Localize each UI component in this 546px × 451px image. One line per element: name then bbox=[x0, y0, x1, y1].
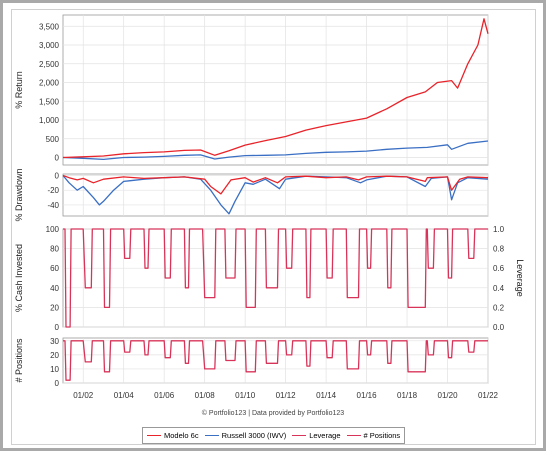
y2-tick-label: 0.0 bbox=[493, 323, 505, 332]
y-tick-label: 1,000 bbox=[39, 116, 60, 125]
y-axis-label: % Cash Invested bbox=[14, 244, 24, 312]
legend-label: Leverage bbox=[309, 431, 341, 440]
y2-axis-label: Leverage bbox=[515, 259, 525, 297]
y-tick-label: 3,000 bbox=[39, 41, 60, 50]
x-tick-label: 01/02 bbox=[73, 391, 94, 400]
series-line-modelo-6c bbox=[62, 174, 489, 195]
plot-area bbox=[62, 14, 489, 166]
x-tick-label: 01/16 bbox=[357, 391, 378, 400]
y-tick-label: 0 bbox=[55, 323, 60, 332]
legend-item: Modelo 6c bbox=[147, 431, 199, 440]
y-tick-label: 2,500 bbox=[39, 60, 60, 69]
y-tick-label: 0 bbox=[55, 154, 60, 163]
y-axis-label: # Positions bbox=[14, 338, 24, 383]
y2-tick-label: 1.0 bbox=[493, 225, 505, 234]
plot-area bbox=[62, 173, 489, 217]
y2-tick-label: 0.6 bbox=[493, 264, 505, 273]
chart-legend: Modelo 6c Russell 3000 (IWV) Leverage # Pos… bbox=[142, 427, 406, 444]
x-tick-label: 01/18 bbox=[397, 391, 418, 400]
x-tick-label: 01/20 bbox=[438, 391, 459, 400]
y-tick-label: 2,000 bbox=[39, 79, 60, 88]
y-tick-label: 500 bbox=[46, 135, 60, 144]
y-tick-label: 20 bbox=[50, 303, 59, 312]
y-tick-label: 30 bbox=[50, 337, 59, 346]
legend-swatch bbox=[292, 435, 307, 436]
y-axis-label: % Drawdown bbox=[14, 168, 24, 221]
panel-3: 100 80 60 40 20 0 1.0 0.8 0.6 0.4 0.2 0.0 Leverage % … bbox=[14, 225, 525, 332]
panel-2: 0 -20 -40 % Drawdown bbox=[14, 168, 489, 222]
legend-swatch bbox=[147, 435, 161, 436]
x-tick-label: 01/12 bbox=[276, 391, 297, 400]
y-tick-label: 40 bbox=[50, 284, 59, 293]
x-tick-label: 01/10 bbox=[235, 391, 256, 400]
y-tick-label: 0 bbox=[55, 171, 60, 180]
plot-area bbox=[62, 337, 489, 384]
series-line--positions bbox=[63, 340, 488, 381]
series-line-russell-3000-iwv bbox=[62, 175, 489, 215]
y-tick-label: 60 bbox=[50, 264, 59, 273]
plot-area bbox=[62, 228, 489, 328]
legend-swatch bbox=[204, 435, 219, 436]
x-tick-label: 01/04 bbox=[114, 391, 135, 400]
y2-tick-label: 0.2 bbox=[493, 303, 505, 312]
legend-item: Leverage bbox=[292, 431, 341, 440]
y-tick-label: -40 bbox=[47, 201, 59, 210]
x-tick-label: 01/06 bbox=[154, 391, 175, 400]
y-tick-label: 20 bbox=[50, 351, 59, 360]
legend-label: Russell 3000 (IWV) bbox=[221, 431, 287, 440]
legend-swatch bbox=[346, 435, 361, 436]
y-tick-label: 100 bbox=[46, 225, 60, 234]
legend-label: # Positions bbox=[363, 431, 401, 440]
y-tick-label: 0 bbox=[55, 379, 60, 388]
y-tick-label: 1,500 bbox=[39, 97, 60, 106]
data-credit: © Portfolio123 | Data provided by Portfo… bbox=[201, 410, 345, 417]
series-line-leverage bbox=[63, 228, 488, 328]
x-tick-label: 01/14 bbox=[316, 391, 337, 400]
y-tick-label: 80 bbox=[50, 245, 59, 254]
y2-tick-label: 0.8 bbox=[493, 245, 505, 254]
legend-item: # Positions bbox=[346, 431, 401, 440]
series-line-modelo-6c bbox=[62, 18, 489, 159]
y-tick-label: -20 bbox=[47, 186, 59, 195]
panel-4: 30 20 10 0 # Positions bbox=[14, 337, 489, 388]
y-tick-label: 3,500 bbox=[39, 22, 60, 31]
y2-tick-label: 0.4 bbox=[493, 284, 505, 293]
y-tick-label: 10 bbox=[50, 365, 59, 374]
series-line-russell-3000-iwv bbox=[62, 140, 489, 161]
y-axis-label: % Return bbox=[14, 71, 24, 109]
legend-label: Modelo 6c bbox=[164, 431, 199, 440]
x-tick-label: 01/08 bbox=[195, 391, 216, 400]
panel-1: 3,500 3,000 2,500 2,000 1,500 1,000 500 0 % Retu… bbox=[14, 14, 489, 166]
legend-item: Russell 3000 (IWV) bbox=[204, 431, 287, 440]
x-tick-label: 01/22 bbox=[478, 391, 499, 400]
